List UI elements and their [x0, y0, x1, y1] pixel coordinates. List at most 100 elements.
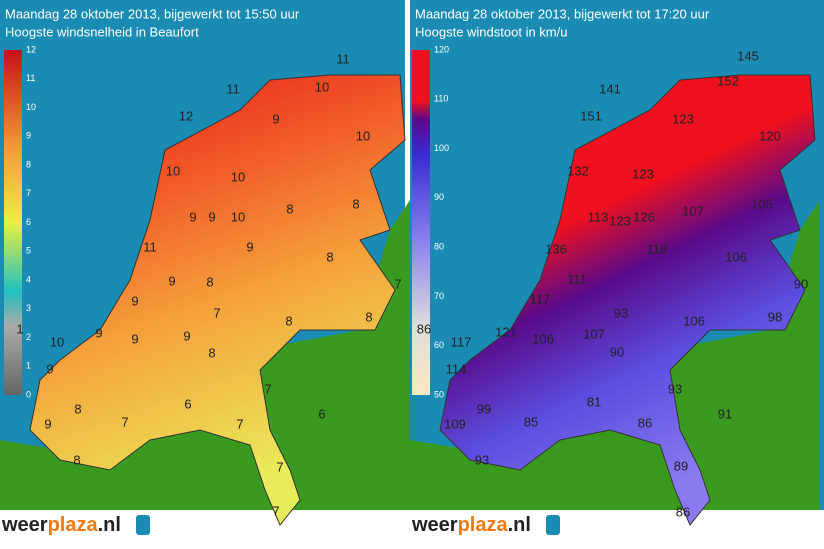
- map-value: 9: [95, 325, 102, 340]
- map-value: 6: [184, 396, 191, 411]
- map-value: 81: [587, 394, 601, 409]
- map-value: 126: [633, 209, 655, 224]
- map-value: 141: [599, 81, 621, 96]
- map-value: 9: [183, 328, 190, 343]
- panel-right: [410, 0, 824, 526]
- map-value: 10: [166, 163, 180, 178]
- map-value: 120: [759, 128, 781, 143]
- map-value: 93: [668, 381, 682, 396]
- legend-label: 80: [434, 242, 444, 252]
- legend-label: 60: [434, 340, 444, 350]
- map-value: 121: [495, 324, 517, 339]
- map-value: 107: [583, 326, 605, 341]
- legend-label: 100: [434, 143, 449, 153]
- map-value: 7: [264, 381, 271, 396]
- map-value: 7: [213, 305, 220, 320]
- map-value: 86: [638, 415, 652, 430]
- map-value: 9: [272, 111, 279, 126]
- map-value: 106: [532, 331, 554, 346]
- map-value: 12: [179, 108, 193, 123]
- map-value: 7: [276, 459, 283, 474]
- logo: weerplaza.nl: [411, 514, 531, 536]
- map-value: 10: [315, 79, 329, 94]
- map-value: 11: [143, 239, 157, 254]
- map-value: 11: [226, 81, 240, 96]
- map-value: 151: [580, 108, 602, 123]
- map-value: 8: [74, 401, 81, 416]
- map-value: 8: [285, 313, 292, 328]
- logo-part: .nl: [98, 514, 121, 536]
- map-value: 113: [588, 209, 609, 224]
- logo-part: plaza: [48, 514, 99, 536]
- map-value: 86: [417, 321, 431, 336]
- map-value: 9: [246, 239, 253, 254]
- map-value: 10: [231, 209, 245, 224]
- legend-label: 120: [434, 44, 449, 54]
- map-value: 7: [236, 416, 243, 431]
- logo-part: weer: [411, 514, 458, 536]
- map-value: 111: [567, 271, 587, 286]
- legend-label: 8: [26, 159, 31, 169]
- map-value: 98: [768, 309, 782, 324]
- map-value: 89: [674, 458, 688, 473]
- map-value: 86: [676, 504, 690, 519]
- legend-label: 12: [26, 44, 36, 54]
- legend-label: 9: [26, 131, 31, 141]
- map-value: 91: [718, 406, 732, 421]
- map-value: 8: [365, 309, 372, 324]
- legend-label: 6: [26, 217, 31, 227]
- map-value: 10: [50, 334, 64, 349]
- map-value: 85: [524, 414, 538, 429]
- map-value: 90: [794, 276, 808, 291]
- map-value: 9: [189, 209, 196, 224]
- map-value: 10: [356, 128, 370, 143]
- subtitle: Hoogste windstoot in km/u: [415, 24, 567, 39]
- map-value: 9: [131, 331, 138, 346]
- map-value: 105: [751, 196, 773, 211]
- legend-label: 90: [434, 192, 444, 202]
- legend-label: 70: [434, 291, 444, 301]
- map-value: 93: [475, 452, 489, 467]
- map-value: 7: [272, 503, 279, 518]
- legend-label: 10: [26, 102, 36, 112]
- logo-part: plaza: [458, 514, 509, 536]
- logo-icon: [546, 515, 560, 535]
- map-value: 117: [530, 291, 551, 306]
- legend-label: 50: [434, 389, 444, 399]
- map-value: 152: [717, 73, 739, 88]
- map-value: 109: [444, 416, 466, 431]
- map-value: 8: [73, 452, 80, 467]
- map-value: 93: [614, 305, 628, 320]
- map-value: 8: [352, 196, 359, 211]
- map-value: 10: [231, 169, 245, 184]
- legend-label: 110: [434, 94, 448, 104]
- map-value: 1: [16, 321, 23, 336]
- map-value: 9: [168, 273, 175, 288]
- map-value: 8: [208, 345, 215, 360]
- legend-label: 2: [26, 332, 31, 342]
- map-value: 136: [545, 241, 567, 256]
- map-value: 145: [737, 48, 759, 63]
- legend-bar: [4, 50, 22, 395]
- map-value: 123: [672, 111, 694, 126]
- map-value: 9: [44, 416, 51, 431]
- map-value: 8: [286, 201, 293, 216]
- map-value: 114: [446, 361, 467, 376]
- map-value: 7: [394, 276, 401, 291]
- map-value: 123: [609, 213, 631, 228]
- legend-label: 1: [26, 361, 31, 371]
- legend-label: 5: [26, 246, 31, 256]
- legend-label: 0: [26, 389, 31, 399]
- map-value: 11: [336, 51, 350, 66]
- logo-part: weer: [1, 514, 48, 536]
- map-value: 117: [451, 334, 472, 349]
- map-value: 106: [683, 313, 705, 328]
- legend-bar: [412, 50, 430, 395]
- legend-label: 3: [26, 303, 31, 313]
- map-value: 132: [567, 163, 589, 178]
- panel-left: [0, 0, 410, 526]
- map-value: 7: [121, 414, 128, 429]
- legend-label: 4: [26, 274, 31, 284]
- map-value: 99: [477, 401, 491, 416]
